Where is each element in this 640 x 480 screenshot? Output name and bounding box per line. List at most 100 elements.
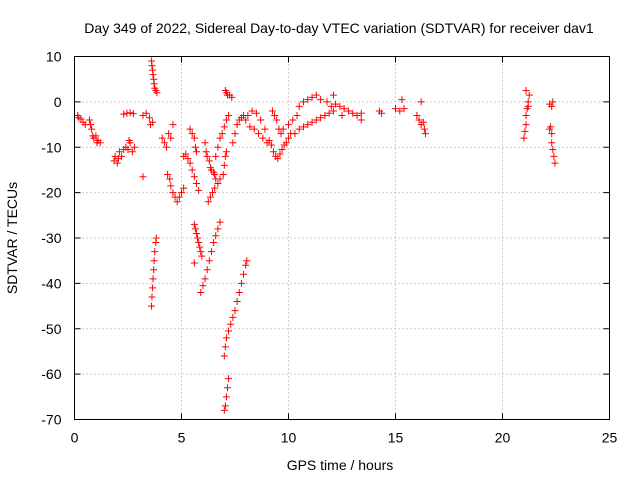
data-point xyxy=(243,257,251,265)
data-point xyxy=(344,107,352,115)
data-point xyxy=(304,121,312,129)
chart-title: Day 349 of 2022, Sidereal Day-to-day VTE… xyxy=(84,20,594,36)
gridlines xyxy=(74,56,610,420)
data-point xyxy=(120,110,128,118)
data-point xyxy=(265,136,273,144)
data-point xyxy=(182,150,190,158)
y-tick-label: -50 xyxy=(41,321,61,337)
data-point xyxy=(550,152,558,160)
data-point xyxy=(139,173,147,181)
data-point xyxy=(190,134,198,142)
data-point xyxy=(273,116,281,124)
data-point xyxy=(248,107,256,115)
data-point xyxy=(295,125,303,133)
data-point xyxy=(150,266,158,274)
x-tick-label: 0 xyxy=(71,430,79,446)
data-point xyxy=(180,184,188,192)
data-point xyxy=(190,259,198,267)
data-point xyxy=(152,234,160,242)
data-point xyxy=(225,375,233,383)
data-point xyxy=(153,89,161,97)
data-point xyxy=(278,146,286,154)
data-point xyxy=(191,225,199,233)
data-point xyxy=(524,102,532,110)
data-point xyxy=(85,116,93,124)
data-point xyxy=(392,105,399,113)
data-point xyxy=(92,132,100,140)
data-point xyxy=(190,173,198,181)
data-point xyxy=(551,159,559,167)
data-point xyxy=(277,130,285,138)
data-point xyxy=(169,121,177,129)
data-point xyxy=(237,279,245,287)
data-point xyxy=(87,121,95,129)
data-point xyxy=(96,139,104,147)
data-point xyxy=(240,270,248,278)
data-point xyxy=(357,109,365,117)
data-point xyxy=(149,284,157,292)
data-point xyxy=(415,116,423,124)
x-tick-label: 25 xyxy=(602,430,618,446)
data-point xyxy=(149,275,157,283)
y-tick-label: -20 xyxy=(41,185,61,201)
data-point xyxy=(304,96,312,104)
data-point xyxy=(184,155,192,163)
data-point xyxy=(158,134,166,142)
data-point xyxy=(321,111,329,119)
data-point xyxy=(270,148,278,156)
data-point xyxy=(244,111,252,119)
data-point xyxy=(201,139,209,147)
data-point xyxy=(203,152,211,160)
data-point xyxy=(357,116,365,124)
data-point xyxy=(225,111,233,119)
data-point xyxy=(329,107,337,115)
data-point xyxy=(257,116,265,124)
data-point xyxy=(522,121,530,129)
data-point xyxy=(205,157,213,165)
data-point xyxy=(349,109,357,117)
data-point xyxy=(150,80,158,88)
data-point xyxy=(285,134,292,142)
x-tick-label: 5 xyxy=(178,430,186,446)
data-point xyxy=(285,121,292,129)
data-point xyxy=(229,313,237,321)
data-point xyxy=(522,111,530,119)
data-point xyxy=(323,98,331,106)
data-point xyxy=(201,275,209,283)
data-point xyxy=(214,180,222,188)
data-point xyxy=(219,170,227,178)
data-point xyxy=(222,334,230,342)
data-point xyxy=(228,93,236,101)
data-point xyxy=(205,257,213,265)
data-point xyxy=(548,130,556,138)
data-point xyxy=(214,143,222,151)
data-point xyxy=(173,198,181,206)
data-point xyxy=(160,139,168,147)
data-point xyxy=(197,248,205,256)
data-point xyxy=(118,152,126,160)
data-point xyxy=(165,130,173,138)
data-point xyxy=(192,148,200,156)
data-point xyxy=(150,257,158,265)
data-point xyxy=(291,130,299,138)
data-point xyxy=(220,161,228,169)
y-tick-label: 10 xyxy=(46,49,62,65)
data-point xyxy=(188,166,196,174)
data-point xyxy=(188,130,196,138)
data-point xyxy=(295,102,303,110)
y-tick-label: -60 xyxy=(41,366,61,382)
y-tick-label: -30 xyxy=(41,230,61,246)
data-point xyxy=(186,159,194,167)
data-point xyxy=(417,98,425,106)
data-point xyxy=(210,239,218,247)
data-point xyxy=(163,143,171,151)
data-point xyxy=(548,139,556,147)
data-point xyxy=(242,261,250,269)
data-point xyxy=(268,107,276,115)
data-point xyxy=(267,141,275,149)
data-point xyxy=(211,184,219,192)
y-axis-label: SDTVAR / TECUs xyxy=(4,182,20,294)
data-point xyxy=(207,248,215,256)
data-point xyxy=(299,123,307,131)
data-point xyxy=(178,189,185,197)
